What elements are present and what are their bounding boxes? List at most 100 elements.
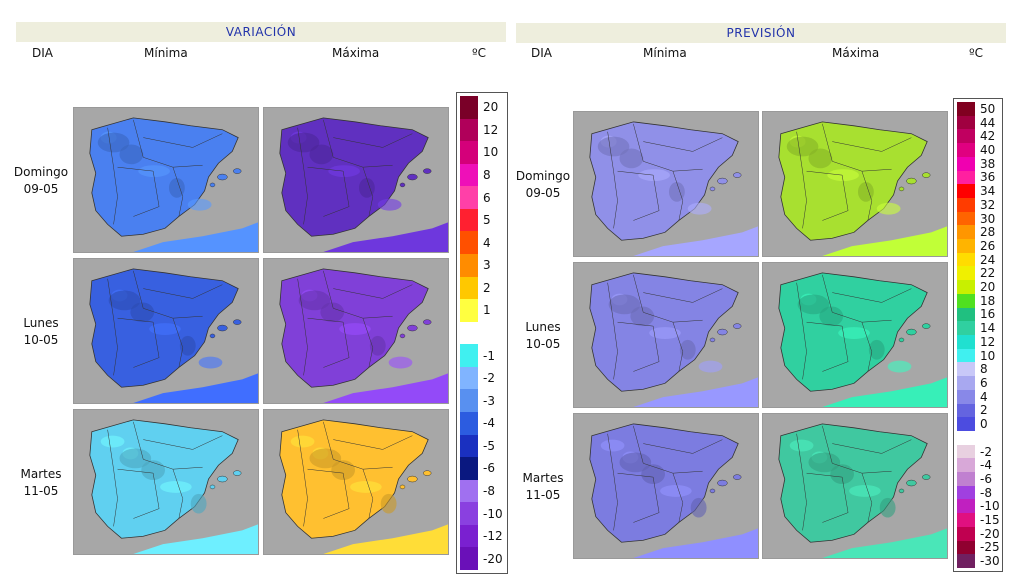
map-texture — [388, 356, 413, 369]
prevision-legend: 50 44 42 40 38 36 34 32 30 28 26 24 22 20 18 16 14 12 10 8 6… — [953, 98, 1003, 572]
legend-swatch — [460, 186, 478, 210]
map-texture — [876, 202, 901, 215]
map-texture — [641, 464, 666, 485]
legend-swatch — [957, 197, 975, 213]
balearic-island — [423, 470, 432, 476]
map-texture — [808, 148, 833, 169]
balearic-island — [906, 177, 917, 185]
map-svg — [589, 121, 758, 256]
legend-label: 42 — [980, 129, 996, 144]
legend-label: -2 — [483, 371, 495, 386]
prevision-unit-header: ºC — [969, 46, 984, 60]
legend-swatch — [957, 472, 975, 487]
legend-swatch — [957, 129, 975, 144]
map-texture — [597, 136, 630, 157]
map-texture — [187, 198, 212, 211]
legend-label: -8 — [980, 485, 992, 500]
region-border — [672, 171, 684, 221]
region-border — [806, 170, 849, 221]
legend-swatch — [957, 143, 975, 158]
balearic-island — [922, 172, 931, 178]
legend-swatch — [460, 524, 478, 548]
legend-swatch — [460, 366, 478, 390]
map-texture — [608, 294, 641, 315]
legend-label: 40 — [980, 142, 996, 157]
map-variacion-min-lunes — [73, 258, 259, 404]
legend-label: -12 — [483, 529, 503, 544]
prevision-day-2: Lunes 10-05 — [508, 319, 578, 353]
map-svg — [89, 117, 258, 252]
map-texture — [600, 439, 625, 452]
region-border — [333, 284, 413, 299]
balearic-island — [709, 337, 716, 343]
map-texture — [838, 327, 870, 339]
region-border — [143, 435, 223, 450]
map-texture — [887, 360, 912, 373]
legend-swatch — [957, 485, 975, 500]
legend-label: 10 — [980, 348, 996, 363]
legend-swatch — [460, 163, 478, 187]
region-border — [323, 119, 393, 168]
legend-label: 24 — [980, 252, 996, 267]
map-texture — [698, 360, 723, 373]
legend-swatch — [957, 170, 975, 185]
balearic-island — [717, 328, 728, 336]
map-texture — [119, 448, 152, 469]
balearic-island — [898, 186, 905, 192]
prevision-dia-header: DIA — [531, 46, 552, 60]
region-border — [607, 131, 618, 229]
legend-label: 8 — [483, 168, 491, 182]
region-border — [633, 274, 703, 323]
day-date: 10-05 — [525, 337, 561, 351]
legend-label: 6 — [483, 190, 491, 205]
balearic-island — [209, 333, 216, 339]
day-name: Martes — [522, 471, 564, 485]
region-border — [643, 288, 723, 303]
legend-swatch — [957, 526, 975, 542]
map-svg — [778, 423, 947, 558]
legend-label: -20 — [980, 526, 1000, 541]
africa-coast-shape — [323, 373, 448, 403]
map-texture — [879, 497, 896, 518]
map-texture — [198, 356, 223, 369]
region-border — [133, 119, 203, 168]
map-texture — [141, 460, 166, 481]
map-texture — [179, 335, 196, 356]
map-texture — [380, 493, 397, 514]
balearic-island — [717, 479, 728, 487]
legend-swatch — [957, 430, 975, 446]
variacion-day-1: Domingo 09-05 — [6, 164, 76, 198]
legend-label: 20 — [980, 280, 996, 295]
variacion-maxima-header: Máxima — [332, 46, 380, 60]
day-name: Lunes — [23, 316, 59, 330]
legend-label: 6 — [980, 375, 988, 390]
region-border — [607, 433, 618, 531]
legend-swatch — [460, 434, 478, 458]
variacion-minima-header: Mínima — [144, 46, 188, 60]
legend-label: -10 — [483, 506, 503, 521]
legend-swatch — [957, 307, 975, 322]
legend-swatch — [957, 362, 975, 377]
balearic-island — [906, 328, 917, 336]
balearic-island — [898, 337, 905, 343]
map-texture — [827, 169, 859, 182]
legend-swatch — [460, 254, 478, 278]
region-border — [107, 127, 118, 225]
legend-label: 32 — [980, 197, 996, 212]
africa-coast-shape — [133, 524, 258, 554]
africa-coast-shape — [323, 222, 448, 252]
map-texture — [849, 485, 881, 497]
region-border — [796, 433, 807, 531]
legend-label: 28 — [980, 225, 996, 240]
africa-coast-shape — [323, 524, 448, 554]
day-name: Domingo — [13, 165, 69, 179]
legend-swatch — [957, 266, 975, 281]
legend-label: 4 — [980, 389, 988, 404]
region-border — [362, 318, 374, 368]
day-name: Lunes — [525, 320, 561, 334]
map-texture — [638, 169, 670, 182]
africa-coast-shape — [133, 222, 258, 252]
legend-label: 44 — [980, 115, 996, 130]
variacion-day-3: Martes 11-05 — [6, 466, 76, 500]
balearic-island — [233, 319, 242, 325]
